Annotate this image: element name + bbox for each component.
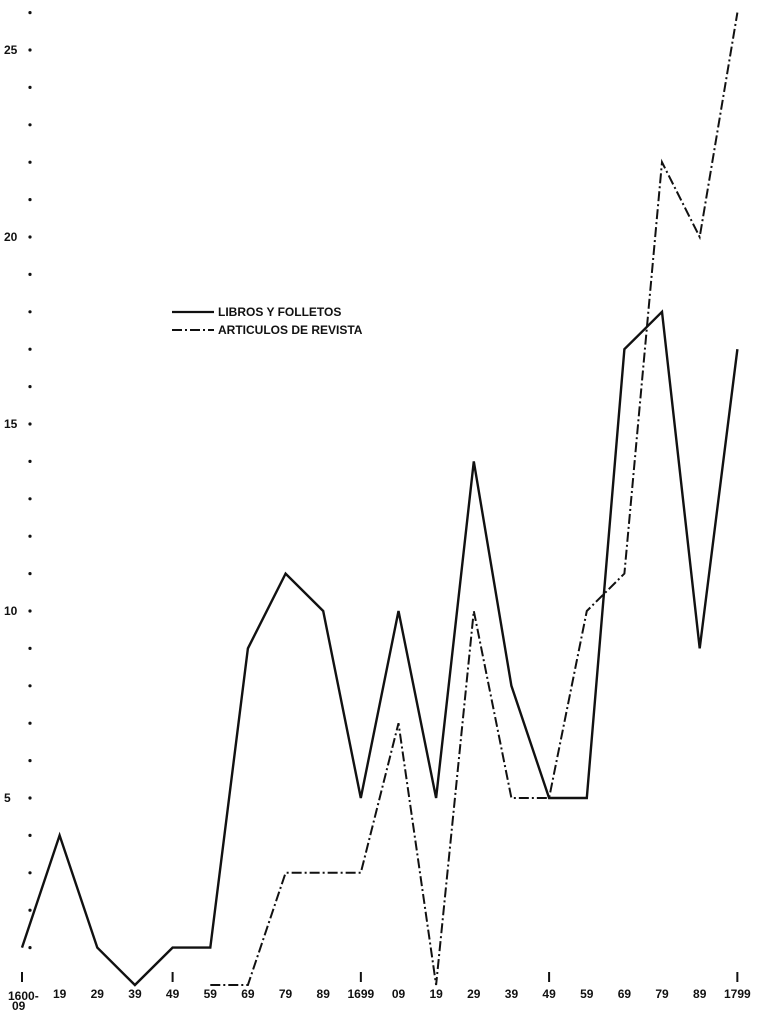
x-tick-label: 29: [467, 987, 481, 1001]
x-tick-label: 89: [317, 987, 331, 1001]
y-tick-mark: [28, 721, 32, 725]
y-tick-mark: [28, 385, 32, 389]
y-tick-mark: [28, 684, 32, 688]
y-tick-mark: [28, 833, 32, 838]
y-tick-label: 5: [4, 791, 11, 805]
x-tick-label: 39: [128, 987, 142, 1001]
x-tick-label: 69: [241, 987, 255, 1001]
x-tick-label: 49: [166, 987, 180, 1001]
x-tick-label-sub: 09: [12, 999, 26, 1010]
x-tick-label: 89: [693, 987, 707, 1001]
y-tick-mark: [28, 871, 32, 875]
y-tick-mark: [28, 534, 32, 538]
y-tick-mark: [28, 85, 32, 89]
y-tick-mark: [28, 123, 32, 127]
y-tick-mark: [28, 11, 32, 15]
y-tick-mark: [28, 347, 32, 351]
y-tick-mark: [28, 572, 32, 576]
y-tick-mark: [28, 272, 32, 276]
series-line-articulos: [210, 12, 739, 986]
x-tick-label: 1799: [724, 987, 751, 1001]
x-tick-label: 69: [618, 987, 632, 1001]
x-tick-label: 19: [429, 987, 443, 1001]
y-tick-mark: [28, 759, 32, 763]
y-tick-mark: [28, 459, 32, 463]
y-tick-mark: [28, 48, 32, 52]
x-tick-label: 09: [392, 987, 406, 1001]
y-tick-mark: [28, 422, 32, 426]
y-tick-label: 10: [4, 604, 18, 618]
x-tick-label: 29: [91, 987, 105, 1001]
x-tick-label: 1600-: [8, 989, 39, 1003]
y-tick-mark: [28, 198, 32, 202]
legend: LIBROS Y FOLLETOS ARTICULOS DE REVISTA: [172, 305, 363, 337]
x-tick-label: 19: [53, 987, 67, 1001]
y-tick-mark: [28, 160, 32, 164]
y-tick-mark: [28, 908, 32, 912]
y-tick-mark: [28, 946, 32, 950]
y-axis: 5 10 15 20 25: [4, 11, 32, 950]
x-tick-label: 59: [580, 987, 594, 1001]
x-tick-label: 49: [542, 987, 556, 1001]
y-tick-label: 20: [4, 230, 18, 244]
series-layer: [20, 12, 739, 987]
legend-label-articulos: ARTICULOS DE REVISTA: [218, 323, 363, 337]
y-tick-mark: [28, 310, 32, 314]
legend-label-libros: LIBROS Y FOLLETOS: [218, 305, 341, 319]
y-tick-mark: [28, 609, 32, 613]
x-tick-label: 79: [655, 987, 669, 1001]
x-tick-label: 59: [204, 987, 218, 1001]
y-tick-label: 15: [4, 417, 18, 431]
x-tick-label: 1699: [347, 987, 374, 1001]
x-tick-label: 79: [279, 987, 293, 1001]
y-tick-mark: [28, 796, 32, 800]
y-tick-mark: [28, 497, 32, 501]
y-tick-label: 25: [4, 43, 18, 57]
y-tick-mark: [28, 646, 32, 651]
series-line-libros: [20, 309, 739, 987]
x-tick-label: 39: [505, 987, 519, 1001]
y-tick-mark: [28, 235, 32, 239]
